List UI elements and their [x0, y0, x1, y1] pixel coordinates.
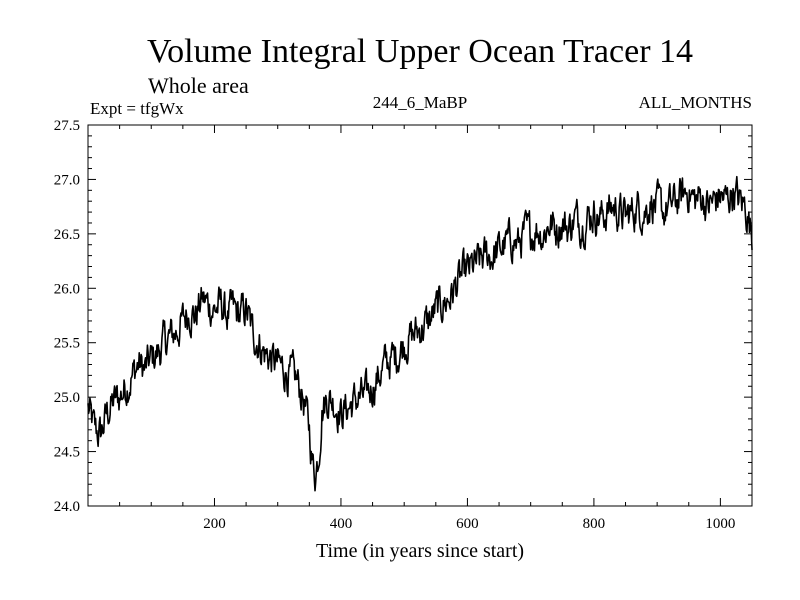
y-tick-label: 26.5	[54, 227, 80, 243]
x-tick-label: 800	[583, 516, 606, 532]
axes: 24.0 24.5 25.0 25.5 26.0 26.5 27.0 27.5 200 400 60…	[54, 118, 753, 532]
y-tick-label: 26.0	[54, 281, 80, 297]
x-axis-label: Time (in years since start)	[316, 540, 524, 562]
x-tick-label: 400	[330, 516, 353, 532]
chart-title: Volume Integral Upper Ocean Tracer 14	[147, 33, 693, 70]
y-tick-label: 25.0	[54, 390, 80, 406]
experiment-label: Expt = tfgWx	[90, 99, 184, 118]
y-tick-label: 25.5	[54, 336, 80, 352]
data-line	[87, 175, 753, 492]
run-label: 244_6_MaBP	[373, 93, 467, 112]
chart-subtitle: Whole area	[148, 73, 249, 98]
x-tick-label: 600	[456, 516, 479, 532]
y-tick-label: 24.0	[54, 499, 80, 515]
y-tick-label: 27.0	[54, 172, 80, 188]
plot-area-frame	[87, 124, 753, 507]
x-tick-label: 200	[203, 516, 226, 532]
months-label: ALL_MONTHS	[639, 93, 752, 112]
y-tick-label: 27.5	[54, 118, 80, 134]
y-tick-label: 24.5	[54, 445, 80, 461]
x-tick-label: 1000	[705, 516, 735, 532]
